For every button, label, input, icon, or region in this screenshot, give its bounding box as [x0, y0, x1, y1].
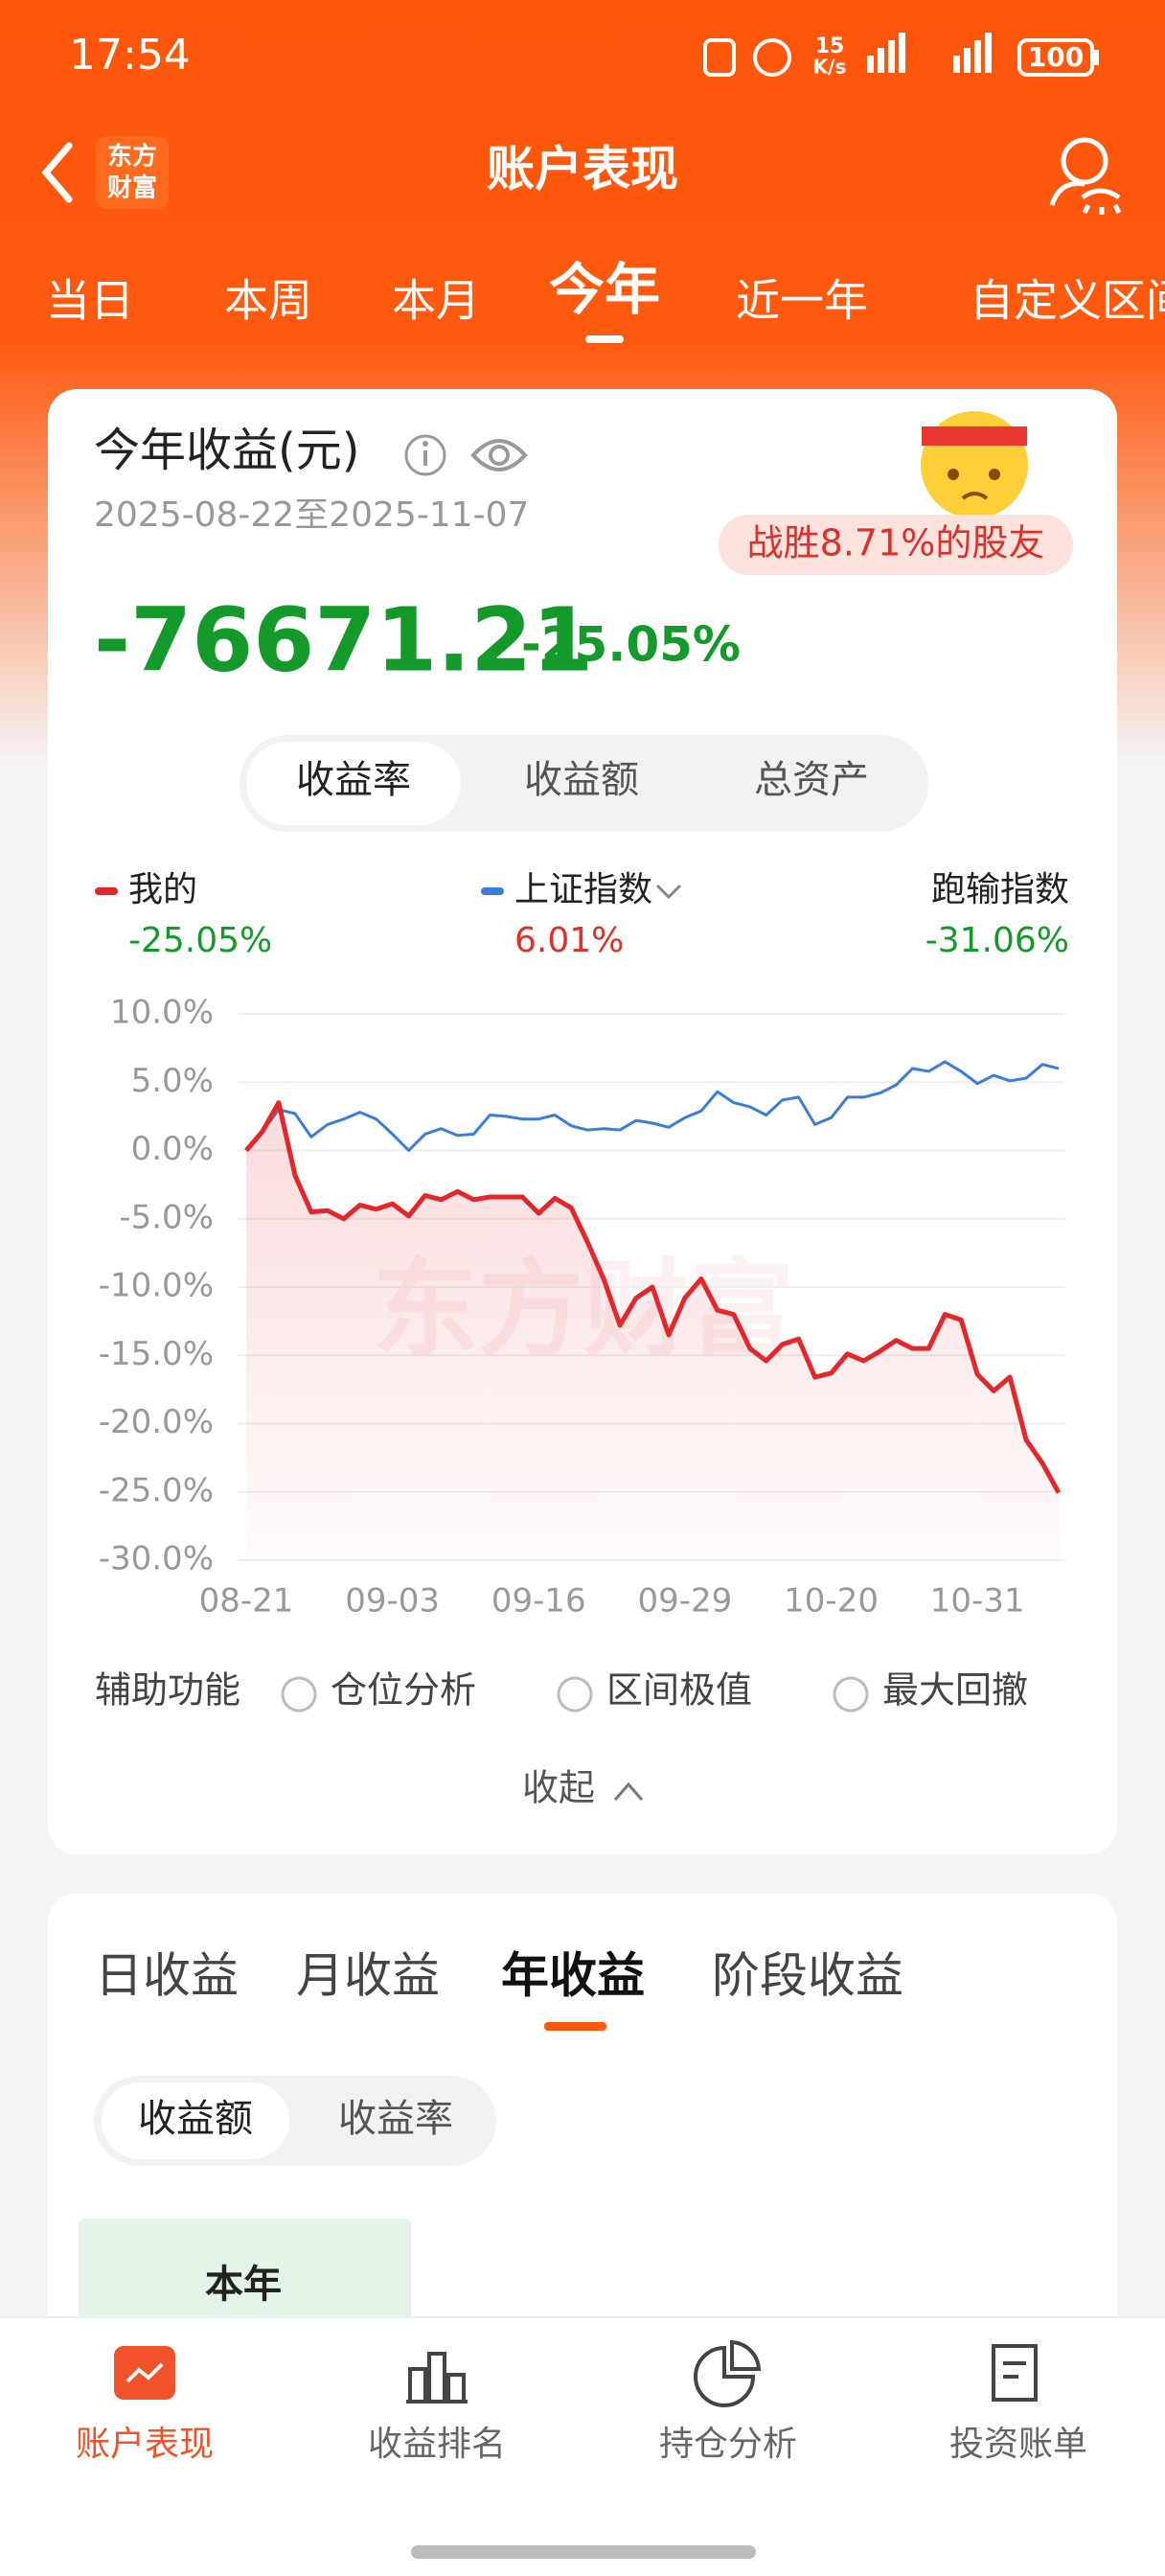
date-range: 2025-08-22至2025-11-07: [94, 495, 529, 535]
series-line: [244, 1100, 1062, 1494]
x-tick-label: 10-31: [930, 1582, 1025, 1621]
logo-text: 东方: [107, 142, 157, 172]
legend-label: 我的: [128, 870, 197, 909]
chart-tab[interactable]: 收益额: [524, 758, 639, 802]
radio[interactable]: [557, 1676, 593, 1713]
period-tab[interactable]: 近一年: [736, 275, 868, 327]
toggle-selected: [102, 2082, 289, 2159]
earnings-tab[interactable]: 日收益: [95, 1948, 239, 2004]
legend-value: 6.01%: [514, 921, 624, 960]
nav-icon[interactable]: [406, 2352, 468, 2404]
net-speed: 15: [815, 34, 845, 58]
aux-option[interactable]: 最大回撤: [882, 1669, 1028, 1712]
toggle-selected: [246, 742, 461, 825]
legend-swatch: [481, 887, 504, 895]
x-tick-label: 09-29: [638, 1582, 733, 1621]
y-tick-label: -10.0%: [99, 1267, 214, 1305]
comparison-value: -31.06%: [925, 921, 1069, 960]
series-line: [244, 1060, 1060, 1152]
x-tick-label: 09-16: [491, 1582, 586, 1621]
nav-icon[interactable]: [126, 2362, 164, 2383]
tab-indicator: [585, 335, 624, 343]
back-button[interactable]: [41, 142, 73, 203]
nav-icon[interactable]: [992, 2344, 1038, 2402]
earnings-tab[interactable]: 阶段收益: [712, 1948, 903, 2004]
legend-value: -25.05%: [128, 921, 272, 960]
logo-text: 财富: [107, 173, 157, 203]
period-tab[interactable]: 自定义区间: [970, 275, 1165, 327]
aux-option[interactable]: 区间极值: [606, 1669, 752, 1712]
y-tick-label: -25.0%: [99, 1471, 214, 1509]
y-tick-label: -20.0%: [99, 1403, 214, 1441]
badge: [719, 515, 1073, 575]
y-tick-label: 0.0%: [131, 1130, 214, 1168]
collapse[interactable]: 收起: [522, 1767, 595, 1809]
nav-icon[interactable]: [694, 2339, 762, 2407]
earnings-toggle-item[interactable]: 收益额: [138, 2097, 253, 2141]
summary-title: 今年收益(元): [94, 424, 359, 477]
badge-text: 战胜8.71%的股友: [747, 522, 1045, 564]
emoji: [921, 411, 1028, 518]
nav-label[interactable]: 账户表现: [76, 2425, 214, 2464]
period-tab[interactable]: 本周: [224, 275, 312, 327]
chart-tab[interactable]: 总资产: [754, 758, 869, 802]
status-time: 17:54: [69, 31, 191, 80]
earnings-toggle-item[interactable]: 收益率: [338, 2097, 453, 2141]
aux-option[interactable]: 仓位分析: [331, 1669, 476, 1712]
radio[interactable]: [281, 1676, 317, 1713]
info-icon[interactable]: [404, 434, 446, 476]
comparison-label: 跑输指数: [931, 870, 1069, 909]
home-indicator: [411, 2545, 756, 2559]
legend-swatch: [95, 887, 118, 895]
nav-label[interactable]: 收益排名: [368, 2425, 506, 2464]
tab-indicator: [544, 2022, 606, 2031]
earnings-tab[interactable]: 年收益: [501, 1948, 645, 2004]
x-tick-label: 09-03: [345, 1582, 440, 1621]
eye-icon[interactable]: [470, 439, 528, 472]
period-tab[interactable]: 当日: [46, 275, 134, 327]
nav-label[interactable]: 投资账单: [949, 2425, 1087, 2464]
collapse-chevron[interactable]: [613, 1782, 644, 1801]
rate: -25.05%: [521, 617, 741, 673]
amount: -76671.21: [94, 588, 593, 691]
area: [246, 1102, 1059, 1560]
legend-label[interactable]: 上证指数: [514, 870, 652, 909]
y-tick-label: -5.0%: [119, 1198, 214, 1236]
page-title: 账户表现: [487, 142, 678, 197]
radio[interactable]: [833, 1676, 869, 1713]
legend-chevron[interactable]: [655, 884, 682, 900]
net-unit: K/s: [813, 56, 847, 79]
nav-label[interactable]: 持仓分析: [659, 2425, 797, 2464]
y-tick-label: 5.0%: [131, 1062, 214, 1100]
x-tick-label: 10-20: [784, 1582, 879, 1621]
y-tick-label: 10.0%: [110, 994, 214, 1032]
x-tick-label: 08-21: [199, 1582, 294, 1621]
earnings-tab[interactable]: 月收益: [296, 1948, 440, 2004]
aux-label: 辅助功能: [95, 1669, 240, 1712]
table-header-cell: [79, 2219, 411, 2334]
chart-tab[interactable]: 收益率: [296, 758, 411, 802]
profile-icon[interactable]: [1049, 137, 1122, 215]
logo: [96, 136, 169, 209]
battery-level: 100: [1028, 41, 1084, 73]
bottom-nav: [0, 2317, 1165, 2576]
period-tab[interactable]: 本月: [392, 275, 480, 327]
table-header: 本年: [205, 2263, 282, 2307]
period-tab[interactable]: 今年: [549, 257, 660, 322]
status-icons: [703, 33, 1099, 77]
y-tick-label: -15.0%: [99, 1335, 214, 1373]
y-tick-label: -30.0%: [99, 1540, 214, 1578]
